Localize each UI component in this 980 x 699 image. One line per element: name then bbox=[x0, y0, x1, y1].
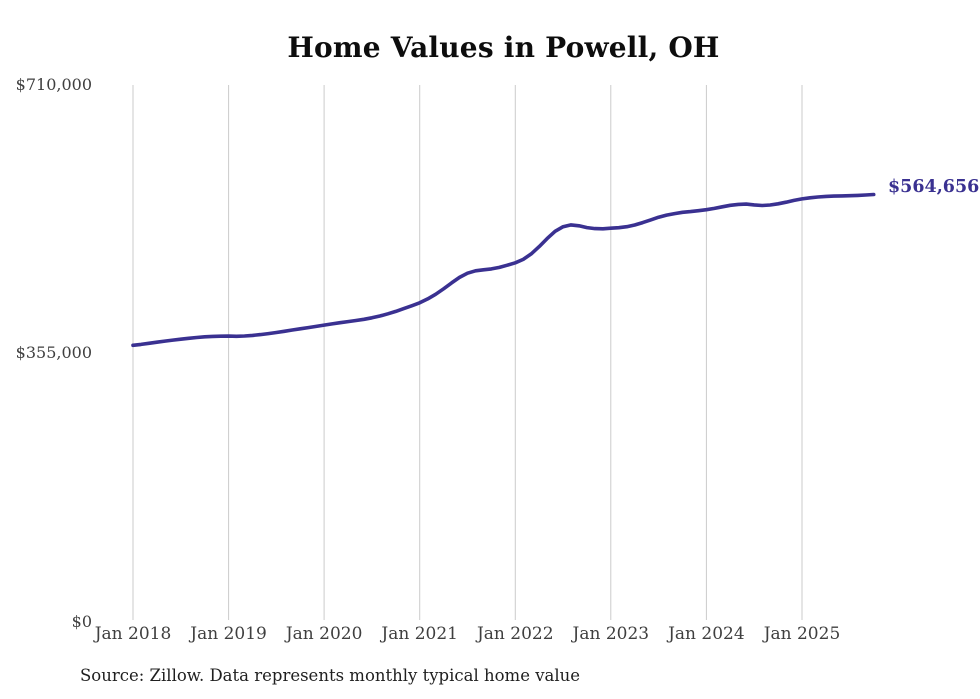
y-tick-label: $710,000 bbox=[15, 75, 92, 94]
vertical-gridlines bbox=[132, 85, 803, 620]
home-value-line bbox=[131, 192, 876, 348]
x-tick-label: Jan 2018 bbox=[94, 624, 172, 644]
y-tick-label: $355,000 bbox=[15, 342, 92, 362]
y-tick-label: $0 bbox=[71, 612, 92, 631]
x-tick-label: Jan 2024 bbox=[668, 624, 745, 644]
x-tick-label: Jan 2019 bbox=[190, 624, 267, 644]
x-tick-label: Jan 2020 bbox=[285, 624, 363, 644]
chart-title: Home Values in Powell, OH bbox=[287, 31, 720, 64]
x-tick-label: Jan 2021 bbox=[381, 624, 458, 644]
source-note: Source: Zillow. Data represents monthly … bbox=[80, 666, 581, 685]
latest-value-label: $564,656 bbox=[888, 177, 980, 197]
x-tick-label: Jan 2025 bbox=[763, 624, 841, 644]
x-tick-label: Jan 2022 bbox=[476, 624, 554, 644]
x-tick-label: Jan 2023 bbox=[572, 624, 650, 644]
